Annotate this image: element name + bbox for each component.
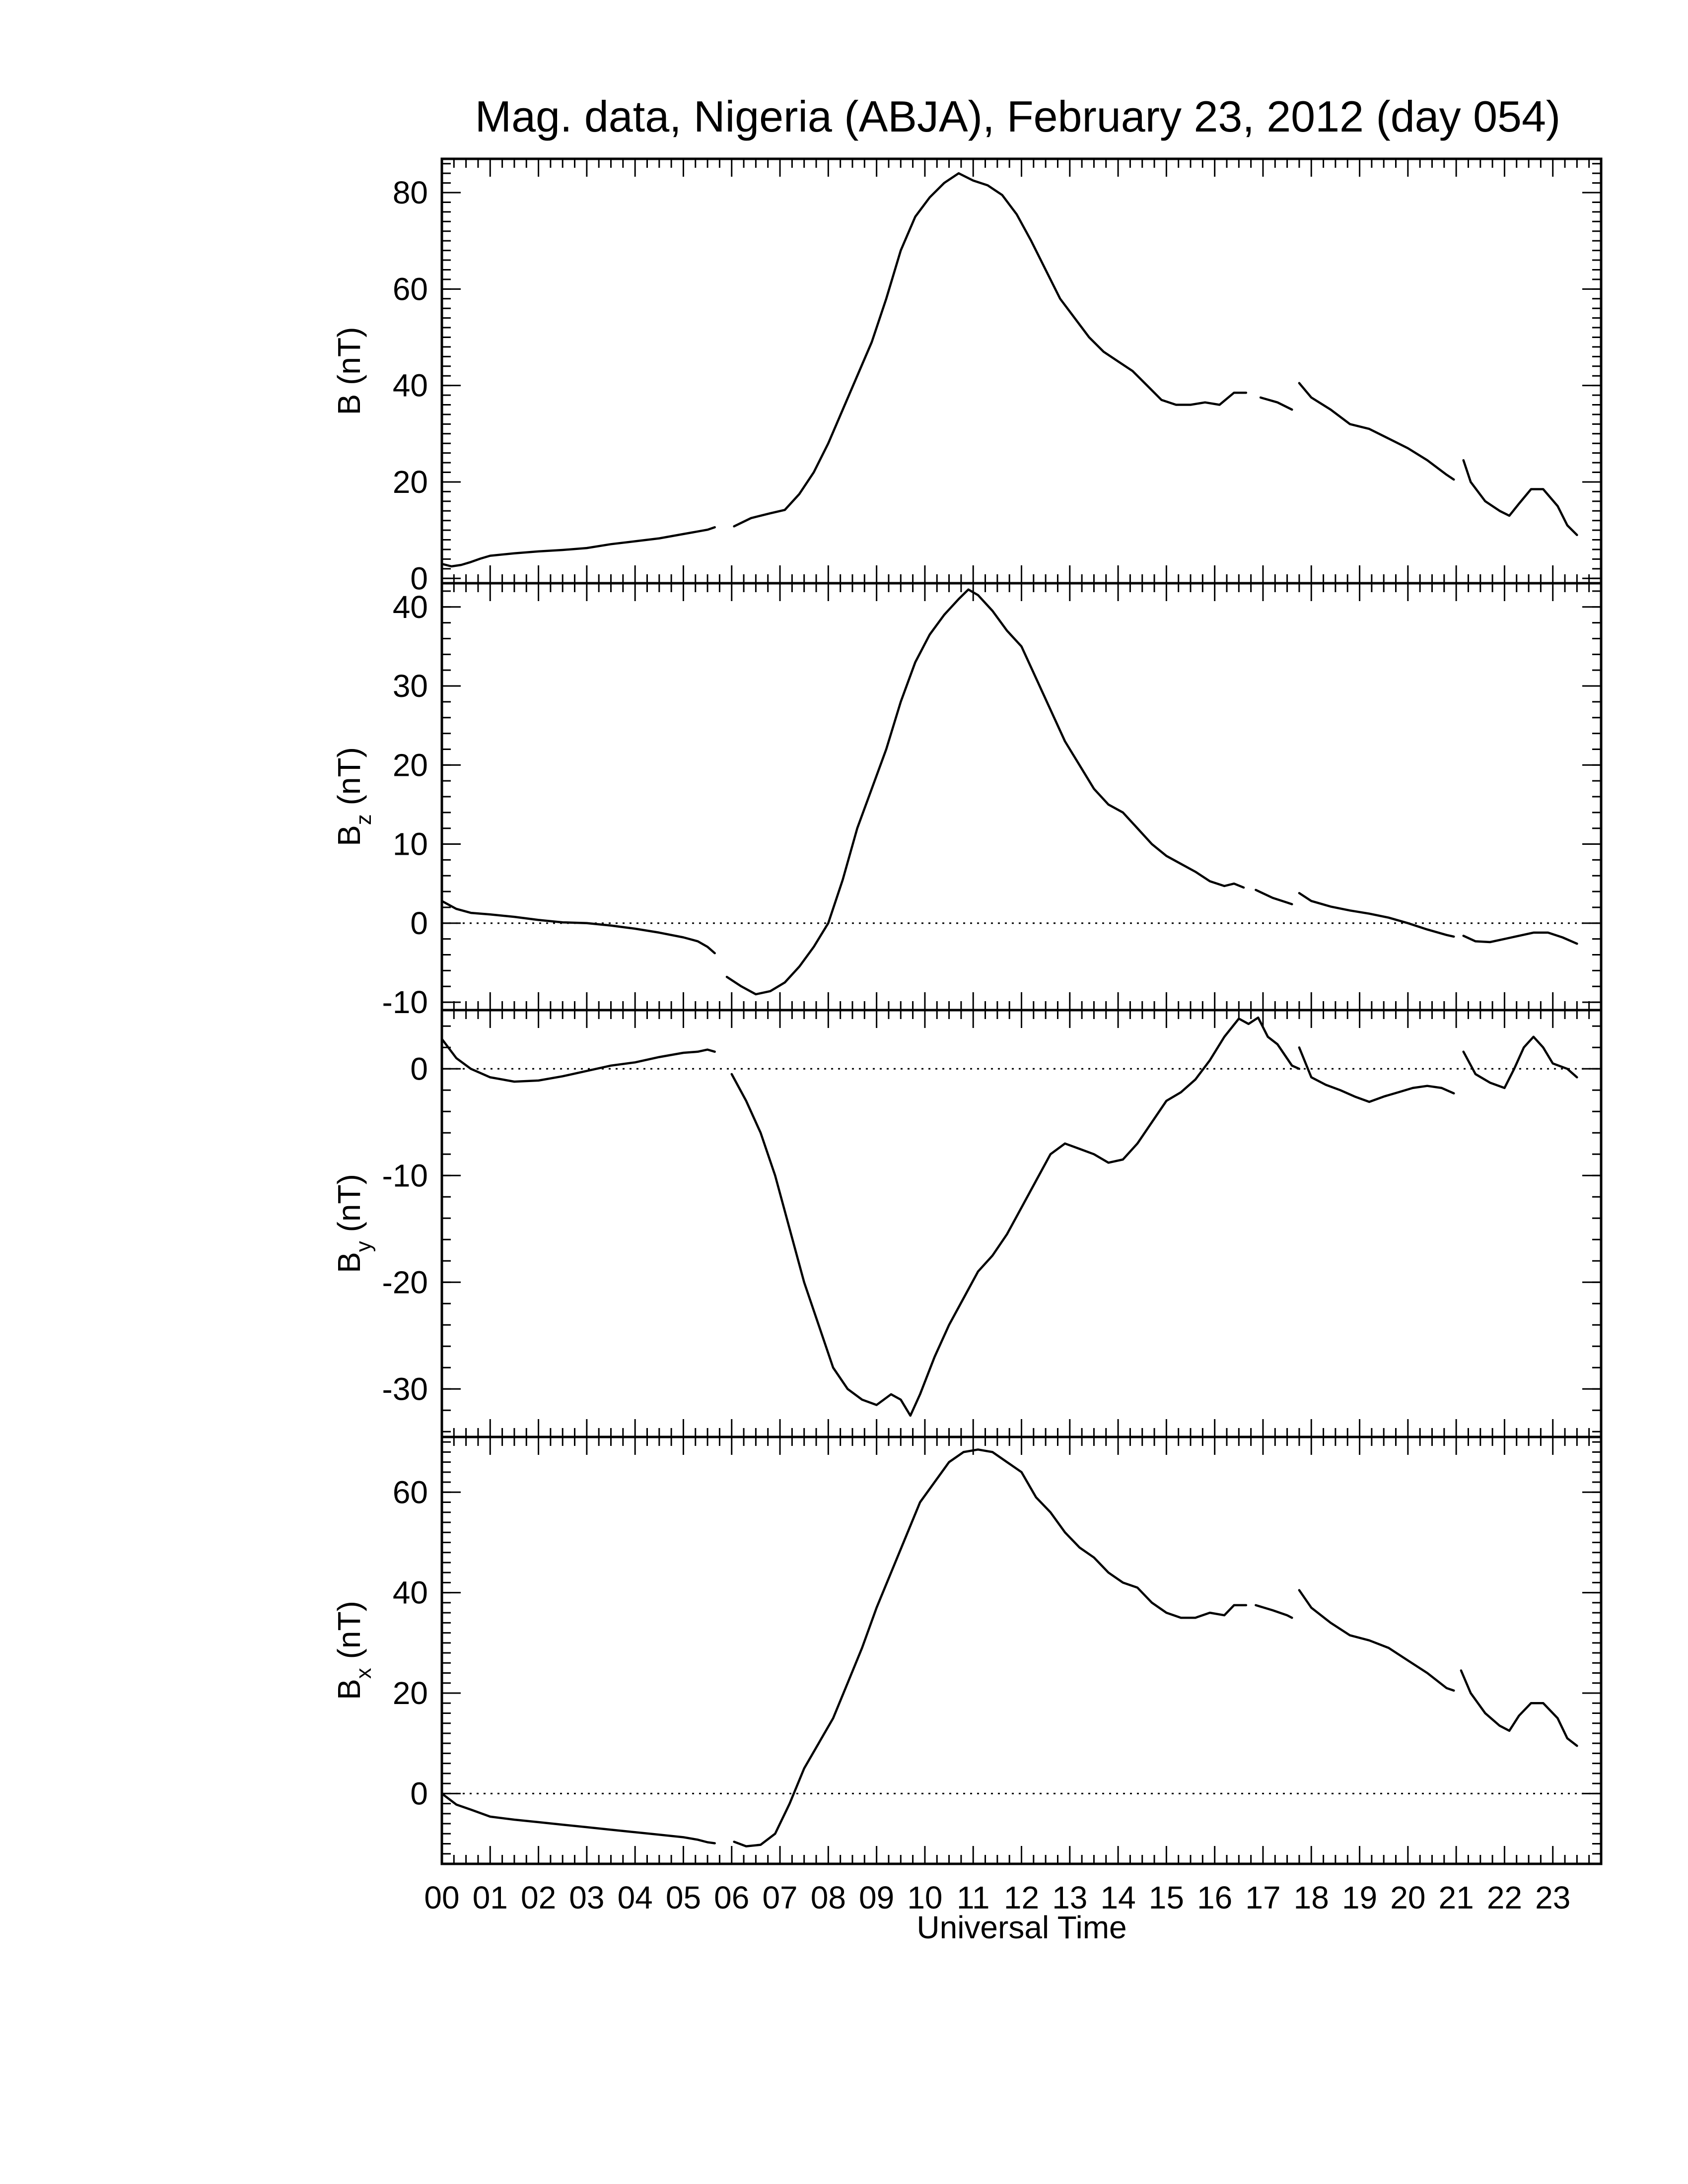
y-axis-label-unit: (nT) [331, 1601, 367, 1668]
x-tick-label: 23 [1535, 1880, 1570, 1915]
y-axis-label-B: B (nT) [331, 327, 367, 415]
y-tick-label-B: 0 [410, 560, 428, 596]
trace-B-segment-1 [440, 526, 716, 568]
x-tick-label: 03 [569, 1880, 604, 1915]
x-tick-label: 22 [1487, 1880, 1522, 1915]
x-tick-label: 01 [473, 1880, 508, 1915]
y-axis-label-subscript: z [352, 814, 376, 825]
trace-Bz-segment-1 [440, 899, 716, 955]
trace-Bx-segment-4 [1298, 1589, 1455, 1692]
trace-Bx-segment-3 [1255, 1604, 1293, 1619]
y-axis-label-main: B [331, 1679, 367, 1700]
y-tick-label-Bz: 30 [393, 668, 428, 704]
x-tick-label: 13 [1052, 1880, 1087, 1915]
y-tick-label-By: -30 [382, 1371, 428, 1407]
trace-Bx-segment-2 [733, 1448, 1248, 1847]
x-tick-label: 14 [1100, 1880, 1135, 1915]
trace-B-segment-5 [1462, 459, 1578, 537]
y-axis-label-subscript: x [352, 1668, 376, 1679]
x-tick-label: 10 [907, 1880, 942, 1915]
y-axis-label-By: By (nT) [331, 1174, 376, 1273]
y-tick-label-Bz: 20 [393, 747, 428, 783]
y-axis-label-Bz: Bz (nT) [331, 747, 376, 846]
trace-Bz-segment-5 [1462, 931, 1578, 945]
x-tick-label: 12 [1004, 1880, 1039, 1915]
x-tick-label: 19 [1342, 1880, 1377, 1915]
y-tick-label-By: 0 [410, 1051, 428, 1087]
y-axis-label-unit: (nT) [331, 327, 367, 394]
y-tick-label-Bz: -10 [382, 984, 428, 1020]
y-tick-label-B: 60 [393, 271, 428, 307]
y-tick-label-Bz: 0 [410, 905, 428, 941]
y-axis-label-unit: (nT) [331, 1174, 367, 1241]
y-tick-label-By: -20 [382, 1264, 428, 1300]
trace-Bx-segment-5 [1460, 1669, 1578, 1747]
panel-Bz: -10 0 10 20 30 40 Bz (nT) [331, 582, 1603, 1020]
y-axis-label-Bx: Bx (nT) [331, 1601, 376, 1700]
y-axis-label-main: B [331, 394, 367, 415]
trace-Bz-segment-4 [1298, 892, 1455, 938]
x-tick-label: 04 [618, 1880, 653, 1915]
trace-Bz-segment-2 [725, 588, 1245, 996]
panel-B: 0 20 40 60 80 B (nT) [331, 157, 1603, 596]
y-tick-label-Bz: 40 [393, 589, 428, 625]
x-tick-label: 16 [1197, 1880, 1232, 1915]
x-tick-label: 07 [762, 1880, 797, 1915]
x-tick-label: 08 [811, 1880, 846, 1915]
x-tick-label: 00 [424, 1880, 459, 1915]
y-axis-label-main: B [331, 825, 367, 846]
y-axis-label-subscript: y [352, 1241, 376, 1252]
y-tick-label-Bx: 40 [393, 1575, 428, 1611]
x-tick-label: 09 [859, 1880, 894, 1915]
x-tick-label: 05 [666, 1880, 701, 1915]
y-tick-label-Bz: 10 [393, 826, 428, 862]
x-axis-tick-labels: 00 01 02 03 04 05 06 07 08 09 10 11 12 13 14 15 16 17 18 19… [424, 1880, 1570, 1915]
panel-By: -30 -20 -10 0 By (nT) [331, 1009, 1603, 1438]
y-tick-label-Bx: 0 [410, 1775, 428, 1811]
x-tick-label: 06 [714, 1880, 749, 1915]
x-axis-title: Universal Time [916, 1910, 1126, 1945]
trace-By-segment-4 [1462, 1035, 1578, 1090]
trace-B-segment-2 [733, 172, 1248, 528]
x-tick-label: 18 [1294, 1880, 1329, 1915]
trace-By-segment-3 [1298, 1046, 1455, 1103]
y-tick-label-By: -10 [382, 1158, 428, 1193]
y-axis-label-main: B [331, 1252, 367, 1273]
trace-By-segment-1 [440, 1037, 716, 1083]
panels-group: 0 20 40 60 80 B (nT) -10 0 10 20 30 40 Bz (nT) -30 -20… [331, 157, 1603, 1865]
trace-Bx-segment-1 [440, 1792, 716, 1844]
y-tick-label-B: 80 [393, 175, 428, 210]
x-tick-label: 20 [1390, 1880, 1425, 1915]
trace-By-segment-2 [730, 1016, 1301, 1417]
panel-Bx: 0 20 40 60 Bx (nT) [331, 1435, 1603, 1865]
x-tick-label: 11 [957, 1880, 989, 1915]
y-tick-label-B: 40 [393, 368, 428, 404]
trace-B-segment-4 [1298, 382, 1455, 481]
y-tick-label-Bx: 60 [393, 1474, 428, 1510]
x-tick-label: 21 [1439, 1880, 1474, 1915]
y-tick-label-Bx: 20 [393, 1675, 428, 1711]
x-tick-label: 15 [1149, 1880, 1184, 1915]
x-tick-label: 17 [1245, 1880, 1280, 1915]
y-tick-label-B: 20 [393, 464, 428, 500]
y-axis-label-unit: (nT) [331, 747, 367, 814]
x-tick-label: 02 [521, 1880, 556, 1915]
trace-Bz-segment-3 [1255, 888, 1293, 905]
trace-B-segment-3 [1259, 396, 1293, 411]
chart-title: Mag. data, Nigeria (ABJA), February 23, … [475, 92, 1560, 141]
